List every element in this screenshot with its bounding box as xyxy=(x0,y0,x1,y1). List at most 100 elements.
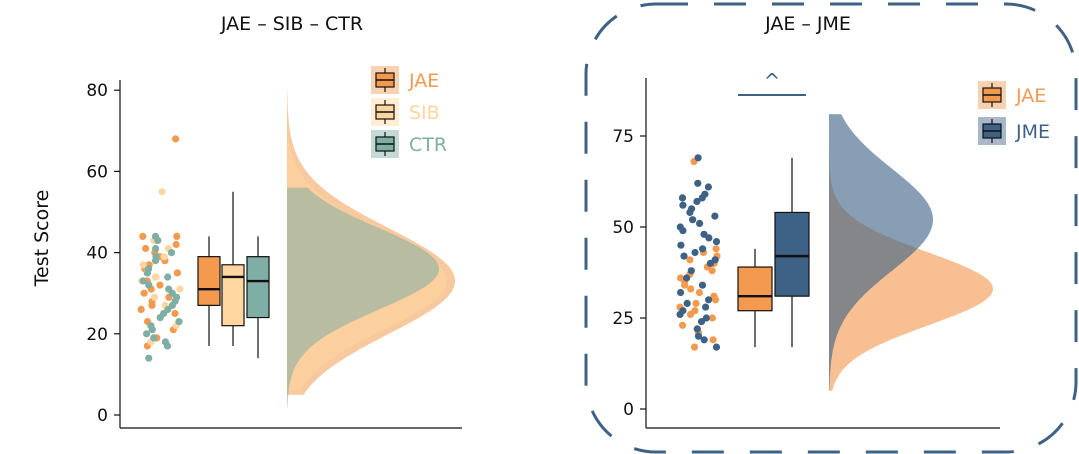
data-point-jme xyxy=(704,183,713,191)
significance-bracket: ^ xyxy=(738,69,806,96)
data-point-jme xyxy=(702,303,710,311)
data-point-jme xyxy=(696,219,704,227)
panel-right: JAE – JME 0 25 50 75 ^ JAE JME xyxy=(612,13,1050,429)
y-tick-label: 0 xyxy=(97,406,108,426)
panel-left-legend: JAE SIB CTR xyxy=(371,66,447,158)
panel-right-clouds xyxy=(829,114,993,391)
y-tick-label: 80 xyxy=(86,81,108,101)
data-point-jme xyxy=(706,259,715,267)
panel-right-title: JAE – JME xyxy=(764,13,851,35)
y-tick-label: 75 xyxy=(612,127,634,147)
y-tick-label: 60 xyxy=(86,162,108,182)
panel-right-legend: JAE JME xyxy=(978,81,1050,145)
data-point-jme xyxy=(693,197,701,206)
data-point-jme xyxy=(686,208,694,216)
panel-right-points xyxy=(676,154,721,351)
data-point-jme xyxy=(680,252,688,260)
significance-label: ^ xyxy=(764,69,781,93)
data-point-ctr xyxy=(143,269,152,277)
data-point-ctr xyxy=(152,257,160,265)
data-point-jae xyxy=(171,309,179,318)
data-point-jme xyxy=(698,281,707,289)
data-point-jae xyxy=(711,296,720,304)
data-point-ctr xyxy=(175,318,183,326)
data-point-ctr xyxy=(163,342,172,350)
data-point-jme xyxy=(694,154,702,162)
data-point-jae xyxy=(172,240,180,249)
data-point-ctr xyxy=(167,249,176,257)
data-point-jme xyxy=(700,336,708,344)
box-jme xyxy=(774,211,810,297)
data-point-jme xyxy=(679,201,687,209)
data-point-jme xyxy=(705,234,713,242)
legend-label-jme: JME xyxy=(1015,121,1050,143)
data-point-jae xyxy=(686,310,695,318)
data-point-ctr xyxy=(145,281,153,289)
data-point-jae xyxy=(139,232,147,240)
data-point-sib xyxy=(158,188,166,196)
data-point-ctr xyxy=(154,236,162,244)
data-point-jme xyxy=(697,318,706,326)
data-point-sib xyxy=(176,285,184,293)
panel-right-boxes xyxy=(737,157,810,348)
data-point-jae xyxy=(687,285,695,293)
data-point-ctr xyxy=(148,326,156,334)
data-point-jme xyxy=(689,216,697,224)
data-point-sib xyxy=(152,273,160,281)
data-point-jme xyxy=(694,179,702,187)
data-point-jae xyxy=(142,244,150,253)
panel-left-boxes xyxy=(197,191,270,359)
panel-left: JAE – SIB – CTR 0 20 40 60 80 JAE SIB CTR xyxy=(86,13,462,429)
data-point-jme xyxy=(691,248,699,257)
legend-label-ctr: CTR xyxy=(409,134,447,156)
data-point-jae xyxy=(686,256,694,264)
data-point-jme xyxy=(712,343,721,351)
data-point-ctr xyxy=(164,273,172,281)
data-point-ctr xyxy=(139,277,147,285)
data-point-ctr xyxy=(152,244,160,253)
data-point-jme xyxy=(712,238,721,246)
data-point-jae xyxy=(681,281,689,289)
data-point-jme xyxy=(698,194,706,202)
data-point-jae xyxy=(692,299,700,307)
box-ctr xyxy=(246,256,270,319)
data-point-jme xyxy=(678,194,687,202)
data-point-jae xyxy=(690,343,699,351)
data-point-jme xyxy=(679,227,687,235)
data-point-sib xyxy=(150,293,159,301)
data-point-ctr xyxy=(156,314,164,322)
data-point-jme xyxy=(676,310,684,318)
y-tick-label: 20 xyxy=(86,325,108,345)
legend-label-jae: JAE xyxy=(1015,85,1046,107)
data-point-jae xyxy=(712,245,720,253)
y-tick-label: 50 xyxy=(612,218,634,238)
data-point-jae xyxy=(173,269,181,277)
data-point-sib xyxy=(139,261,147,269)
data-point-jae xyxy=(173,232,181,240)
y-tick-label: 40 xyxy=(86,244,108,264)
density-cloud-jme xyxy=(829,114,933,391)
data-point-jae xyxy=(695,288,704,297)
panel-left-clouds xyxy=(287,90,455,407)
data-point-jme xyxy=(687,267,695,275)
legend-label-sib: SIB xyxy=(409,102,440,124)
panel-left-ticks: 0 20 40 60 80 xyxy=(86,81,120,426)
data-point-jme xyxy=(694,332,703,340)
data-point-jae xyxy=(679,321,687,329)
data-point-jme xyxy=(677,288,685,297)
box-sib xyxy=(221,264,245,327)
data-point-jme xyxy=(693,325,701,333)
data-point-jae xyxy=(148,301,156,309)
data-point-jae xyxy=(709,336,717,344)
data-point-jae xyxy=(137,305,145,313)
data-point-ctr xyxy=(143,330,151,338)
data-point-jae xyxy=(708,314,717,322)
panel-left-title: JAE – SIB – CTR xyxy=(220,13,363,35)
legend-label-jae: JAE xyxy=(408,70,439,92)
data-point-jae xyxy=(140,289,148,297)
panel-right-ticks: 0 25 50 75 xyxy=(612,127,646,420)
data-point-jme xyxy=(711,212,719,220)
data-point-jme xyxy=(677,241,685,249)
data-point-jae xyxy=(172,135,180,143)
panel-left-points xyxy=(137,135,184,362)
